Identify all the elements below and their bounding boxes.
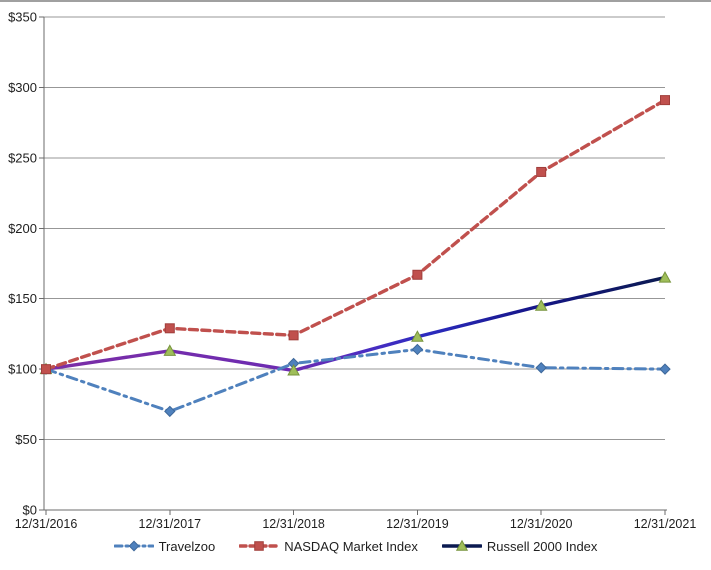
triangle-marker-icon bbox=[287, 364, 300, 376]
x-tick-label: 12/31/2020 bbox=[510, 517, 573, 531]
triangle-marker-icon bbox=[534, 299, 548, 311]
series-markers-russell-2000-index bbox=[39, 271, 672, 376]
x-tick-label: 12/31/2017 bbox=[139, 517, 202, 531]
diamond-marker-icon bbox=[411, 343, 424, 356]
y-tick-label: $300 bbox=[8, 80, 37, 95]
square-marker-icon bbox=[536, 166, 547, 177]
series-line-nasdaq-market-index bbox=[44, 98, 667, 371]
square-marker-icon bbox=[164, 323, 175, 334]
x-tick-label: 12/31/2019 bbox=[386, 517, 449, 531]
y-tick-label: $250 bbox=[8, 150, 37, 165]
square-marker-icon bbox=[412, 269, 423, 280]
diamond-marker-icon bbox=[535, 362, 547, 374]
square-marker-icon bbox=[41, 364, 51, 375]
triangle-marker-icon bbox=[455, 539, 468, 551]
triangle-marker-icon bbox=[411, 330, 424, 342]
axes bbox=[39, 16, 667, 515]
y-tick-label: $150 bbox=[8, 291, 37, 306]
y-tick-label: $0 bbox=[23, 503, 37, 518]
legend-label-nasdaq: NASDAQ Market Index bbox=[284, 538, 418, 554]
y-tick-label: $50 bbox=[15, 432, 37, 447]
legend-label-russell: Russell 2000 Index bbox=[486, 538, 598, 554]
y-tick-label: $100 bbox=[8, 362, 37, 377]
series-markers-nasdaq-market-index bbox=[41, 95, 670, 375]
square-marker-icon bbox=[254, 541, 264, 551]
series-line-travelzoo bbox=[44, 347, 667, 413]
y-axis-labels: $0 $50 $100 $150 $200 $250 $300 $350 bbox=[8, 10, 37, 518]
x-tick-label: 12/31/2016 bbox=[15, 517, 78, 531]
nasdaq-line-square-icon bbox=[238, 538, 280, 554]
legend-item-travelzoo: Travelzoo bbox=[113, 538, 216, 554]
y-tick-label: $200 bbox=[8, 221, 37, 236]
legend-item-russell: Russell 2000 Index bbox=[441, 538, 598, 554]
x-tick-label: 12/31/2021 bbox=[634, 517, 697, 531]
diamond-marker-icon bbox=[659, 363, 671, 375]
square-marker-icon bbox=[288, 330, 299, 341]
russell-line-triangle-icon bbox=[441, 538, 483, 554]
triangle-marker-icon bbox=[658, 271, 672, 283]
legend-label-travelzoo: Travelzoo bbox=[158, 538, 216, 554]
legend-item-nasdaq: NASDAQ Market Index bbox=[238, 538, 418, 554]
y-tick-label: $350 bbox=[8, 10, 37, 25]
diamond-marker-icon bbox=[164, 405, 176, 418]
series-line-russell-2000-index bbox=[44, 275, 667, 373]
diamond-marker-icon bbox=[128, 540, 140, 552]
gridlines bbox=[44, 16, 665, 441]
x-axis-labels: 12/31/2016 12/31/2017 12/31/2018 12/31/2019… bbox=[15, 517, 697, 531]
chart-legend: Travelzoo NASDAQ Market Index Russell 20… bbox=[0, 538, 711, 554]
square-marker-icon bbox=[660, 95, 670, 106]
travelzoo-line-diamond-icon bbox=[113, 538, 155, 554]
x-tick-label: 12/31/2018 bbox=[262, 517, 325, 531]
triangle-marker-icon bbox=[163, 344, 177, 356]
